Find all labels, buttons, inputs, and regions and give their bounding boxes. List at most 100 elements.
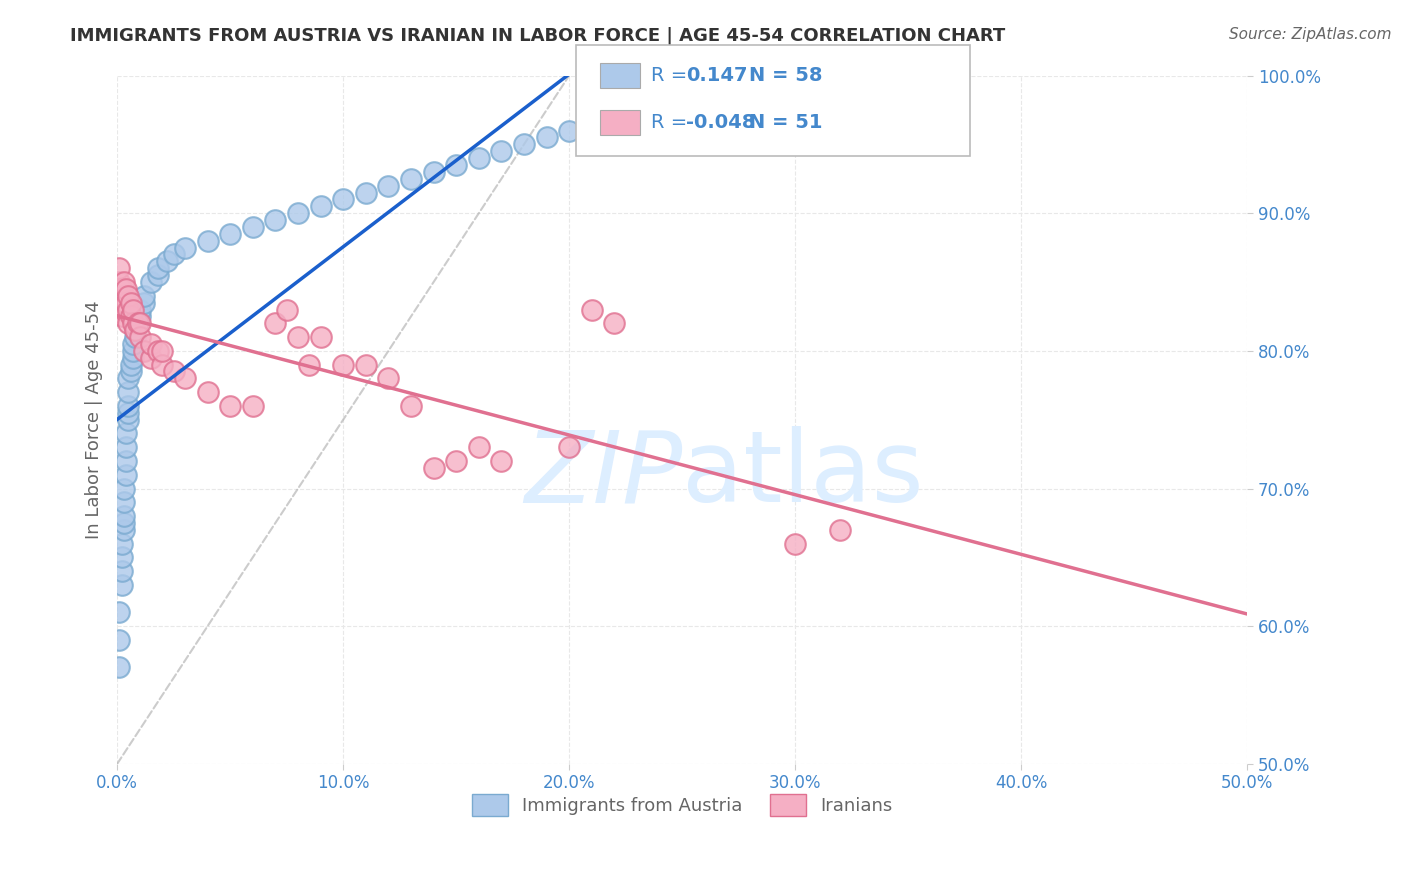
Point — [117, 406, 139, 420]
Point — [134, 343, 156, 358]
Point — [115, 440, 138, 454]
Point — [242, 399, 264, 413]
Point — [124, 323, 146, 337]
Point — [298, 358, 321, 372]
Point — [513, 137, 536, 152]
Point — [112, 289, 135, 303]
Point — [197, 385, 219, 400]
Point — [117, 316, 139, 330]
Point — [558, 440, 581, 454]
Point — [150, 358, 173, 372]
Point — [332, 193, 354, 207]
Point — [108, 289, 131, 303]
Point — [117, 385, 139, 400]
Point — [354, 186, 377, 200]
Point — [276, 302, 298, 317]
Point — [124, 323, 146, 337]
Point — [128, 302, 150, 317]
Point — [128, 330, 150, 344]
Point — [112, 509, 135, 524]
Point — [112, 523, 135, 537]
Text: Source: ZipAtlas.com: Source: ZipAtlas.com — [1229, 27, 1392, 42]
Point — [115, 282, 138, 296]
Point — [112, 495, 135, 509]
Point — [444, 158, 467, 172]
Point — [122, 337, 145, 351]
Point — [830, 523, 852, 537]
Point — [134, 295, 156, 310]
Point — [124, 330, 146, 344]
Point — [468, 440, 491, 454]
Point — [108, 275, 131, 289]
Point — [491, 454, 513, 468]
Point — [219, 399, 242, 413]
Point — [581, 117, 603, 131]
Point — [115, 295, 138, 310]
Legend: Immigrants from Austria, Iranians: Immigrants from Austria, Iranians — [464, 787, 900, 823]
Point — [146, 268, 169, 282]
Point — [264, 213, 287, 227]
Text: N = 58: N = 58 — [749, 66, 823, 86]
Point — [122, 302, 145, 317]
Point — [128, 316, 150, 330]
Point — [115, 426, 138, 441]
Point — [399, 171, 422, 186]
Point — [111, 295, 134, 310]
Point — [444, 454, 467, 468]
Point — [468, 151, 491, 165]
Point — [785, 536, 807, 550]
Point — [146, 343, 169, 358]
Point — [111, 310, 134, 324]
Point — [111, 282, 134, 296]
Text: IMMIGRANTS FROM AUSTRIA VS IRANIAN IN LABOR FORCE | AGE 45-54 CORRELATION CHART: IMMIGRANTS FROM AUSTRIA VS IRANIAN IN LA… — [70, 27, 1005, 45]
Point — [120, 295, 142, 310]
Point — [108, 632, 131, 647]
Point — [139, 351, 162, 365]
Point — [120, 358, 142, 372]
Point — [122, 351, 145, 365]
Point — [536, 130, 558, 145]
Point — [117, 371, 139, 385]
Point — [111, 578, 134, 592]
Point — [558, 123, 581, 137]
Point — [115, 454, 138, 468]
Point — [115, 467, 138, 482]
Point — [108, 261, 131, 276]
Text: R =: R = — [651, 66, 693, 86]
Point — [377, 371, 399, 385]
Point — [603, 110, 626, 124]
Point — [108, 606, 131, 620]
Point — [134, 289, 156, 303]
Point — [581, 302, 603, 317]
Point — [264, 316, 287, 330]
Text: 0.147: 0.147 — [686, 66, 748, 86]
Point — [146, 261, 169, 276]
Point — [112, 275, 135, 289]
Point — [163, 364, 186, 378]
Text: R =: R = — [651, 112, 693, 132]
Y-axis label: In Labor Force | Age 45-54: In Labor Force | Age 45-54 — [86, 301, 103, 539]
Point — [422, 165, 444, 179]
Text: -0.048: -0.048 — [686, 112, 755, 132]
Point — [111, 564, 134, 578]
Point — [332, 358, 354, 372]
Point — [108, 660, 131, 674]
Point — [112, 482, 135, 496]
Text: atlas: atlas — [682, 426, 924, 524]
Point — [112, 302, 135, 317]
Point — [111, 550, 134, 565]
Point — [117, 289, 139, 303]
Point — [309, 199, 332, 213]
Point — [139, 337, 162, 351]
Point — [422, 460, 444, 475]
Point — [163, 247, 186, 261]
Point — [117, 399, 139, 413]
Point — [117, 412, 139, 426]
Point — [156, 254, 179, 268]
Point — [127, 316, 149, 330]
Point — [174, 371, 197, 385]
Point — [122, 343, 145, 358]
Point — [491, 145, 513, 159]
Point — [242, 219, 264, 234]
Point — [117, 302, 139, 317]
